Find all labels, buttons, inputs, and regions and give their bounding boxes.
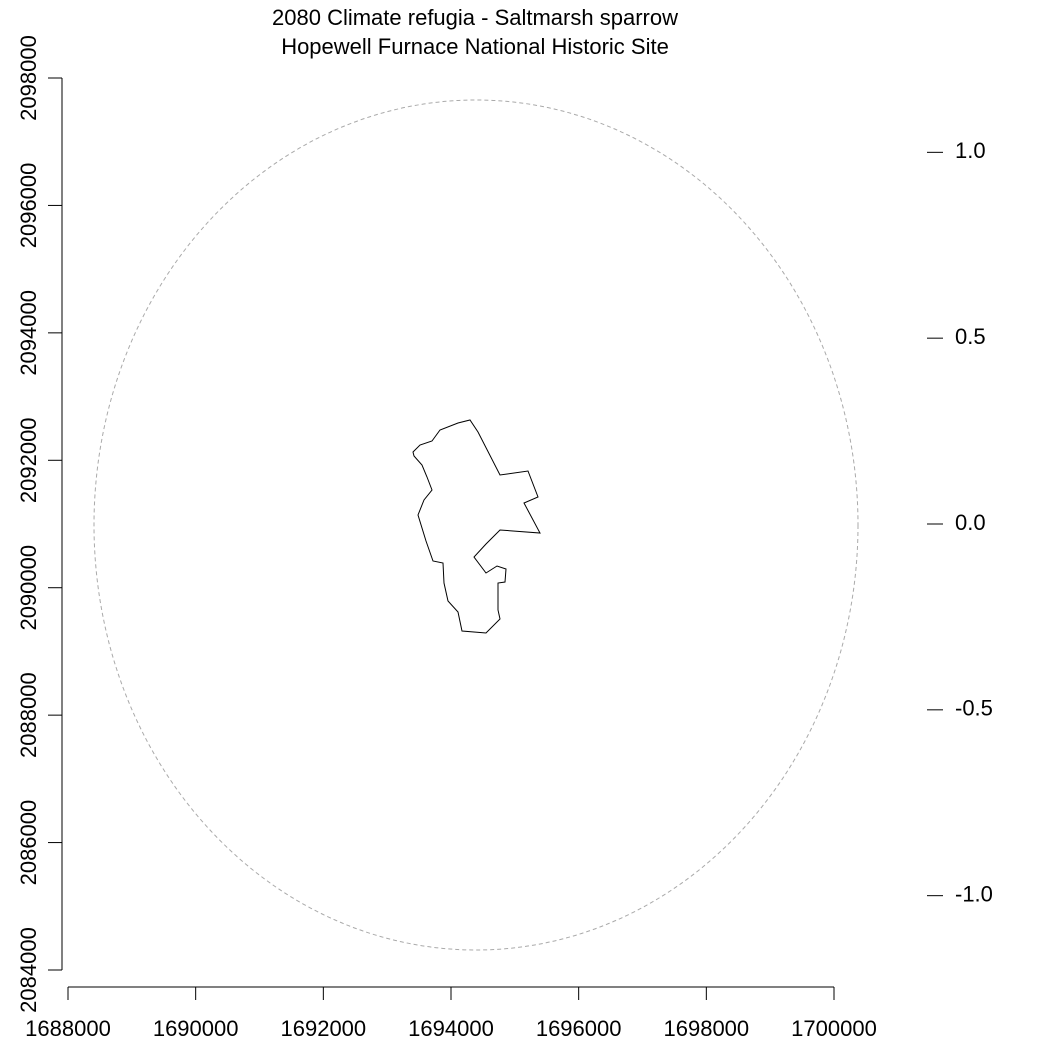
legend-tick-label: 1.0: [955, 138, 986, 163]
park-boundary: [412, 419, 541, 634]
x-tick-label: 1696000: [536, 1016, 622, 1041]
y-tick-label: 2090000: [16, 545, 41, 631]
x-tick-label: 1700000: [791, 1016, 877, 1041]
y-tick-label: 2088000: [16, 672, 41, 758]
map-subtitle: Hopewell Furnace National Historic Site: [281, 34, 669, 59]
y-tick-label: 2098000: [16, 35, 41, 121]
x-tick-label: 1694000: [408, 1016, 494, 1041]
y-tick-label: 2094000: [16, 290, 41, 376]
x-tick-label: 1698000: [664, 1016, 750, 1041]
legend-tick-label: 0.0: [955, 510, 986, 535]
y-tick-label: 2092000: [16, 417, 41, 503]
y-tick-label: 2096000: [16, 163, 41, 249]
x-tick-label: 1692000: [281, 1016, 367, 1041]
legend-tick-label: -1.0: [955, 881, 993, 906]
map-title: 2080 Climate refugia - Saltmarsh sparrow: [272, 5, 678, 30]
y-tick-label: 2084000: [16, 927, 41, 1013]
x-tick-label: 1688000: [25, 1016, 111, 1041]
x-tick-label: 1690000: [153, 1016, 239, 1041]
buffer-boundary: [93, 99, 859, 951]
legend-tick-label: -0.5: [955, 696, 993, 721]
y-tick-label: 2086000: [16, 800, 41, 886]
legend-tick-label: 0.5: [955, 324, 986, 349]
